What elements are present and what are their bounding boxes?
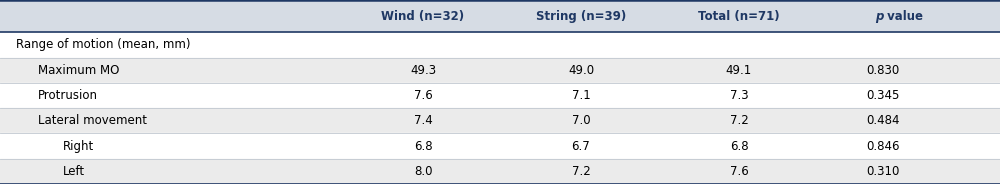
Text: Maximum MO: Maximum MO (38, 64, 119, 77)
Text: 0.846: 0.846 (866, 139, 900, 153)
Text: 7.3: 7.3 (730, 89, 748, 102)
Text: 49.1: 49.1 (726, 64, 752, 77)
Text: Right: Right (63, 139, 94, 153)
Text: Wind (n=32): Wind (n=32) (381, 10, 465, 23)
Text: 6.8: 6.8 (730, 139, 748, 153)
Bar (0, 0, 1000, 32)
Text: 8.0: 8.0 (414, 165, 432, 178)
Text: 7.2: 7.2 (730, 114, 748, 127)
Text: 7.4: 7.4 (414, 114, 432, 127)
Text: 0.345: 0.345 (866, 89, 900, 102)
Text: 49.3: 49.3 (410, 64, 436, 77)
Text: 7.6: 7.6 (414, 89, 432, 102)
Text: Protrusion: Protrusion (38, 89, 98, 102)
Text: 49.0: 49.0 (568, 64, 594, 77)
Bar (0, 159, 1000, 184)
Text: 6.8: 6.8 (414, 139, 432, 153)
Text: 0.310: 0.310 (866, 165, 900, 178)
Text: 0.484: 0.484 (866, 114, 900, 127)
Bar (0, 108, 1000, 133)
Bar (0, 57, 1000, 83)
Text: 7.2: 7.2 (572, 165, 590, 178)
Text: value: value (883, 10, 923, 23)
Text: Left: Left (63, 165, 85, 178)
Text: 7.1: 7.1 (572, 89, 590, 102)
Text: 7.6: 7.6 (730, 165, 748, 178)
Text: Lateral movement: Lateral movement (38, 114, 147, 127)
Text: Total (n=71): Total (n=71) (698, 10, 780, 23)
Text: Range of motion (mean, mm): Range of motion (mean, mm) (16, 38, 190, 51)
Text: 6.7: 6.7 (572, 139, 590, 153)
Bar (0, 32, 1000, 57)
Text: String (n=39): String (n=39) (536, 10, 626, 23)
Text: 0.830: 0.830 (866, 64, 900, 77)
Text: p: p (875, 10, 883, 23)
Text: 7.0: 7.0 (572, 114, 590, 127)
Bar (0, 83, 1000, 108)
Bar (0, 133, 1000, 159)
